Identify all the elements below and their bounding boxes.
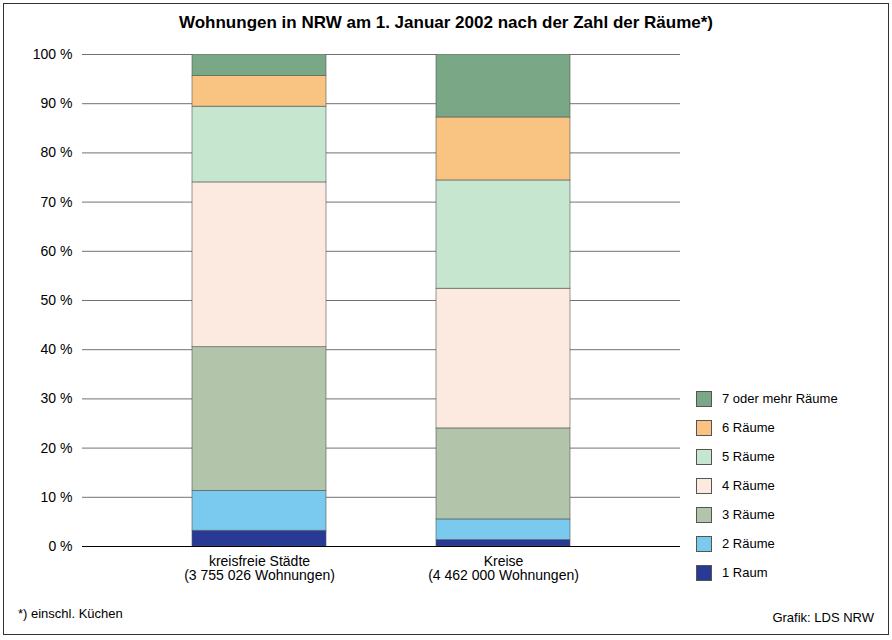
html-text:7 oder mehr Räume: 7 oder mehr Räume (722, 391, 838, 406)
svg-text:20 %: 20 % (41, 440, 73, 456)
html-text:1 Raum: 1 Raum (722, 565, 768, 580)
svg-text:Kreise(4 462 000 Wohnungen): Kreise(4 462 000 Wohnungen) (428, 553, 579, 583)
html-text:4 Räume: 4 Räume (722, 478, 775, 493)
svg-text:0 %: 0 % (48, 538, 72, 554)
svg-text:90 %: 90 % (41, 95, 73, 111)
svg-text:kreisfreie Städte(3 755 026 Wo: kreisfreie Städte(3 755 026 Wohnungen) (184, 553, 335, 583)
html-text:5 Räume: 5 Räume (722, 449, 775, 464)
html-text:2 Räume: 2 Räume (722, 536, 775, 551)
svg-text:50 %: 50 % (41, 292, 73, 308)
html-text:3 Räume: 3 Räume (722, 507, 775, 522)
html-text:Wohnungen in NRW am 1. Januar: Wohnungen in NRW am 1. Januar 2002 nach … (179, 13, 713, 32)
svg-text:60 %: 60 % (41, 243, 73, 259)
svg-text:70 %: 70 % (41, 194, 73, 210)
html-text:Grafik: LDS NRW: Grafik: LDS NRW (772, 610, 874, 625)
html-text:6 Räume: 6 Räume (722, 420, 775, 435)
svg-text:80 %: 80 % (41, 144, 73, 160)
svg-text:10 %: 10 % (41, 489, 73, 505)
html-text:*) einschl. Küchen: *) einschl. Küchen (18, 606, 123, 621)
svg-text:40 %: 40 % (41, 341, 73, 357)
svg-text:100 %: 100 % (33, 46, 73, 62)
svg-text:30 %: 30 % (41, 390, 73, 406)
